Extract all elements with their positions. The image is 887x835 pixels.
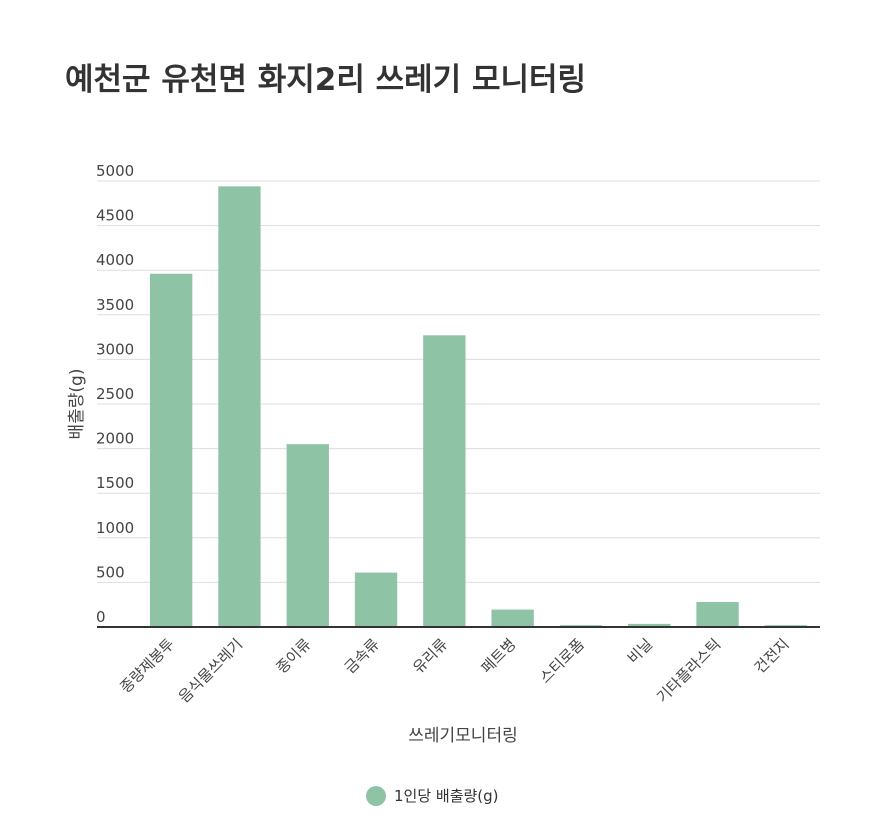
legend[interactable]: 1인당 배출량(g)	[366, 786, 499, 806]
y-tick-label: 2500	[96, 385, 134, 403]
legend-label: 1인당 배출량(g)	[394, 787, 499, 805]
x-tick-label: 금속류	[341, 635, 383, 677]
bar[interactable]	[354, 572, 398, 627]
legend-swatch	[366, 786, 386, 806]
x-tick-label: 비닐	[624, 635, 656, 667]
x-tick-label: 건전지	[751, 635, 793, 677]
x-tick-label: 기타플라스틱	[653, 635, 724, 706]
y-tick-label: 3500	[96, 296, 134, 314]
y-tick-label: 3000	[96, 340, 134, 358]
bar[interactable]	[628, 623, 671, 627]
y-tick-label: 5000	[96, 162, 134, 180]
x-tick-label: 유리류	[409, 635, 451, 677]
bar[interactable]	[423, 335, 466, 627]
x-tick-label: 페트병	[477, 635, 519, 677]
y-tick-label: 500	[96, 563, 125, 581]
x-tick-label: 음식물쓰레기	[175, 635, 246, 706]
y-axis-label: 배출량(g)	[67, 369, 87, 440]
y-tick-label: 4500	[96, 207, 134, 225]
y-tick-label: 4000	[96, 251, 134, 269]
y-axis-ticks: 0 500 1000 1500 2000 2500 3000 3500 4000 4500 5000	[96, 162, 134, 626]
bars	[149, 186, 808, 628]
y-tick-label: 0	[96, 608, 106, 626]
bar[interactable]	[218, 186, 261, 628]
bar[interactable]	[149, 273, 193, 627]
bar[interactable]	[696, 602, 739, 627]
x-axis-label: 쓰레기모니터링	[408, 726, 517, 746]
bar[interactable]	[286, 444, 329, 627]
bar[interactable]	[491, 609, 534, 627]
x-tick-label: 스티로폼	[536, 635, 588, 687]
y-tick-label: 1000	[96, 519, 134, 537]
chart-title: 예천군 유천면 화지2리 쓰레기 모니터링	[65, 62, 586, 98]
y-tick-label: 1500	[96, 474, 134, 492]
y-tick-label: 2000	[96, 430, 134, 448]
x-tick-label: 종이류	[273, 635, 315, 677]
x-tick-label: 종량제봉투	[116, 635, 178, 697]
